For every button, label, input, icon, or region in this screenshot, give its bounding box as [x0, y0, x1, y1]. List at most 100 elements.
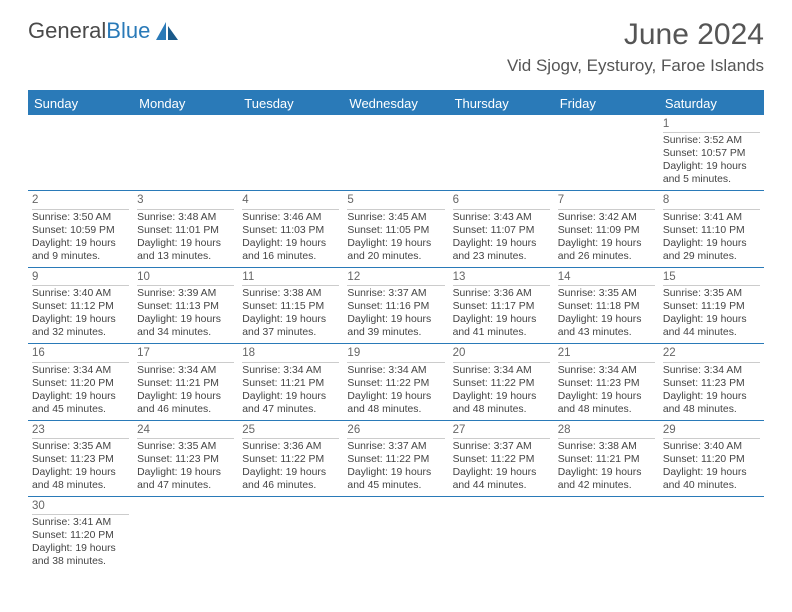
daylight-text: Daylight: 19 hours	[558, 237, 655, 250]
day-cell: 6Sunrise: 3:43 AMSunset: 11:07 PMDayligh…	[449, 191, 554, 266]
daylight-text: and 48 minutes.	[558, 403, 655, 416]
sunset-text: Sunset: 11:23 PM	[558, 377, 655, 390]
sunset-text: Sunset: 11:20 PM	[32, 377, 129, 390]
day-cell: 7 Sunrise: 3:42 AMSunset: 11:09 PMDayligh…	[554, 191, 659, 266]
daylight-text: and 44 minutes.	[663, 326, 760, 339]
empty-cell	[449, 115, 554, 190]
sunrise-text: Sunrise: 3:46 AM	[242, 211, 339, 224]
day-cell: 16Sunrise: 3:34 AMSunset: 11:20 PMDaylig…	[28, 344, 133, 419]
daylight-text: Daylight: 19 hours	[558, 390, 655, 403]
day-cell: 3Sunrise: 3:48 AMSunset: 11:01 PMDayligh…	[133, 191, 238, 266]
daylight-text: and 46 minutes.	[137, 403, 234, 416]
day-number: 27	[453, 423, 550, 439]
daylight-text: and 29 minutes.	[663, 250, 760, 263]
sunset-text: Sunset: 11:17 PM	[453, 300, 550, 313]
week-row: 30Sunrise: 3:41 AMSunset: 11:20 PMDaylig…	[28, 497, 764, 572]
empty-cell	[659, 497, 764, 572]
sunrise-text: Sunrise: 3:34 AM	[453, 364, 550, 377]
logo-text2: Blue	[106, 18, 150, 44]
daylight-text: Daylight: 19 hours	[242, 466, 339, 479]
daylight-text: and 48 minutes.	[663, 403, 760, 416]
day-cell: 22Sunrise: 3:34 AMSunset: 11:23 PMDaylig…	[659, 344, 764, 419]
daylight-text: Daylight: 19 hours	[663, 313, 760, 326]
daylight-text: Daylight: 19 hours	[453, 237, 550, 250]
daylight-text: and 38 minutes.	[32, 555, 129, 568]
daylight-text: and 44 minutes.	[453, 479, 550, 492]
daylight-text: and 37 minutes.	[242, 326, 339, 339]
empty-cell	[343, 115, 448, 190]
calendar: SundayMondayTuesdayWednesdayThursdayFrid…	[28, 90, 764, 572]
day-cell: 30Sunrise: 3:41 AMSunset: 11:20 PMDaylig…	[28, 497, 133, 572]
daylight-text: and 39 minutes.	[347, 326, 444, 339]
day-cell: 15Sunrise: 3:35 AMSunset: 11:19 PMDaylig…	[659, 268, 764, 343]
empty-cell	[554, 497, 659, 572]
logo-sail-icon	[154, 20, 180, 42]
daylight-text: Daylight: 19 hours	[663, 466, 760, 479]
daylight-text: and 5 minutes.	[663, 173, 760, 186]
daylight-text: Daylight: 19 hours	[453, 390, 550, 403]
sunset-text: Sunset: 10:59 PM	[32, 224, 129, 237]
daylight-text: and 32 minutes.	[32, 326, 129, 339]
daylight-text: Daylight: 19 hours	[137, 466, 234, 479]
daylight-text: and 47 minutes.	[242, 403, 339, 416]
sunrise-text: Sunrise: 3:35 AM	[558, 287, 655, 300]
sunset-text: Sunset: 11:12 PM	[32, 300, 129, 313]
sunrise-text: Sunrise: 3:34 AM	[663, 364, 760, 377]
day-number: 29	[663, 423, 760, 439]
sunset-text: Sunset: 11:16 PM	[347, 300, 444, 313]
day-number: 6	[453, 193, 550, 209]
day-number: 7	[558, 193, 655, 209]
logo: GeneralBlue	[28, 18, 180, 44]
sunset-text: Sunset: 11:23 PM	[32, 453, 129, 466]
daylight-text: and 45 minutes.	[347, 479, 444, 492]
sunset-text: Sunset: 11:22 PM	[453, 453, 550, 466]
day-cell: 10Sunrise: 3:39 AMSunset: 11:13 PMDaylig…	[133, 268, 238, 343]
sunrise-text: Sunrise: 3:35 AM	[663, 287, 760, 300]
week-row: 16Sunrise: 3:34 AMSunset: 11:20 PMDaylig…	[28, 344, 764, 420]
daylight-text: and 16 minutes.	[242, 250, 339, 263]
empty-cell	[133, 115, 238, 190]
day-number: 18	[242, 346, 339, 362]
day-cell: 26Sunrise: 3:37 AMSunset: 11:22 PMDaylig…	[343, 421, 448, 496]
sunrise-text: Sunrise: 3:41 AM	[32, 516, 129, 529]
day-cell: 4Sunrise: 3:46 AMSunset: 11:03 PMDayligh…	[238, 191, 343, 266]
daylight-text: Daylight: 19 hours	[347, 313, 444, 326]
empty-cell	[449, 497, 554, 572]
sunrise-text: Sunrise: 3:42 AM	[558, 211, 655, 224]
day-number: 17	[137, 346, 234, 362]
sunrise-text: Sunrise: 3:40 AM	[32, 287, 129, 300]
sunset-text: Sunset: 11:20 PM	[32, 529, 129, 542]
daylight-text: Daylight: 19 hours	[242, 390, 339, 403]
sunrise-text: Sunrise: 3:41 AM	[663, 211, 760, 224]
daylight-text: Daylight: 19 hours	[663, 237, 760, 250]
sunrise-text: Sunrise: 3:50 AM	[32, 211, 129, 224]
sunrise-text: Sunrise: 3:39 AM	[137, 287, 234, 300]
daylight-text: Daylight: 19 hours	[137, 237, 234, 250]
empty-cell	[343, 497, 448, 572]
day-number: 3	[137, 193, 234, 209]
daylight-text: Daylight: 19 hours	[663, 390, 760, 403]
daylight-text: Daylight: 19 hours	[32, 542, 129, 555]
sunset-text: Sunset: 11:15 PM	[242, 300, 339, 313]
day-cell: 13Sunrise: 3:36 AMSunset: 11:17 PMDaylig…	[449, 268, 554, 343]
day-cell: 12Sunrise: 3:37 AMSunset: 11:16 PMDaylig…	[343, 268, 448, 343]
day-cell: 20Sunrise: 3:34 AMSunset: 11:22 PMDaylig…	[449, 344, 554, 419]
day-cell: 11Sunrise: 3:38 AMSunset: 11:15 PMDaylig…	[238, 268, 343, 343]
day-cell: 25Sunrise: 3:36 AMSunset: 11:22 PMDaylig…	[238, 421, 343, 496]
daylight-text: Daylight: 19 hours	[347, 237, 444, 250]
sunset-text: Sunset: 11:18 PM	[558, 300, 655, 313]
daylight-text: Daylight: 19 hours	[453, 466, 550, 479]
sunset-text: Sunset: 11:22 PM	[347, 377, 444, 390]
sunset-text: Sunset: 11:09 PM	[558, 224, 655, 237]
sunrise-text: Sunrise: 3:48 AM	[137, 211, 234, 224]
week-row: 9Sunrise: 3:40 AMSunset: 11:12 PMDayligh…	[28, 268, 764, 344]
day-cell: 1Sunrise: 3:52 AMSunset: 10:57 PMDayligh…	[659, 115, 764, 190]
sunrise-text: Sunrise: 3:34 AM	[137, 364, 234, 377]
sunrise-text: Sunrise: 3:34 AM	[32, 364, 129, 377]
daylight-text: and 26 minutes.	[558, 250, 655, 263]
daylight-text: and 45 minutes.	[32, 403, 129, 416]
day-number: 30	[32, 499, 129, 515]
day-cell: 28Sunrise: 3:38 AMSunset: 11:21 PMDaylig…	[554, 421, 659, 496]
sunset-text: Sunset: 11:21 PM	[137, 377, 234, 390]
daylight-text: and 20 minutes.	[347, 250, 444, 263]
